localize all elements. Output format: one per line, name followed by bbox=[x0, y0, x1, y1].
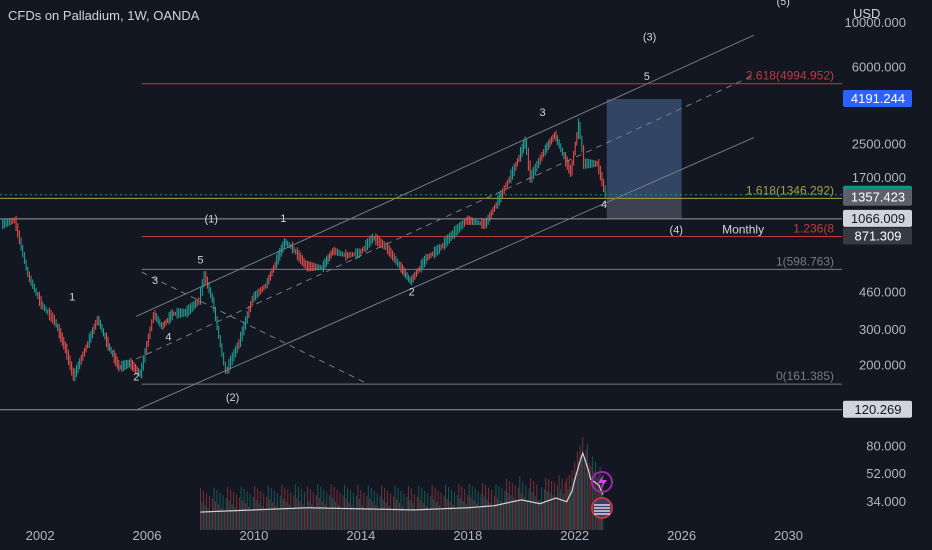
price-badge-label: 120.269 bbox=[855, 402, 902, 417]
wave-label: (1) bbox=[204, 214, 217, 226]
price-badge-label: 1357.423 bbox=[851, 190, 905, 205]
channel-line bbox=[136, 74, 754, 360]
volume-tick-label: 52.000 bbox=[866, 466, 906, 481]
lightning-icon-glyph bbox=[598, 474, 607, 490]
wave-label: 3 bbox=[152, 275, 158, 287]
wave-label: (5) bbox=[776, 0, 789, 8]
wave-label: 2 bbox=[409, 286, 415, 298]
channel-line bbox=[136, 137, 754, 411]
price-tick-label: 6000.000 bbox=[852, 60, 906, 75]
wave-label: 5 bbox=[197, 255, 203, 267]
price-badge bbox=[843, 90, 912, 108]
volume-tick-label: 80.000 bbox=[866, 438, 906, 453]
price-badge bbox=[843, 400, 912, 418]
wave-label: 2 bbox=[133, 372, 139, 384]
wave-label: 1 bbox=[280, 213, 286, 225]
fib-level-label: 2.618(4994.952) bbox=[746, 69, 834, 83]
time-tick-label: 2010 bbox=[239, 528, 268, 543]
fib-level-label: 0(161.385) bbox=[776, 369, 834, 383]
price-badge bbox=[843, 188, 912, 206]
price-badge-label: 4191.244 bbox=[851, 91, 905, 106]
wave-label: (2) bbox=[226, 392, 239, 404]
wave-label: 1 bbox=[69, 291, 75, 303]
price-badge-label: 1066.009 bbox=[851, 211, 905, 226]
wave-label: 3 bbox=[540, 107, 546, 119]
target-box-upper bbox=[606, 99, 682, 198]
time-tick-label: 2026 bbox=[667, 528, 696, 543]
price-tick-label: 10000.000 bbox=[845, 15, 906, 30]
chart-title: CFDs on Palladium, 1W, OANDA bbox=[8, 8, 200, 23]
channel-line bbox=[136, 34, 754, 317]
lightning-icon bbox=[591, 471, 613, 493]
price-tick-label: 1700.000 bbox=[852, 170, 906, 185]
fib-level-label: 1.236(8 bbox=[793, 222, 834, 236]
price-badge bbox=[843, 227, 912, 245]
fib-level-label: 1.618(1346.292) bbox=[746, 183, 834, 197]
price-tick-label: 460.000 bbox=[859, 284, 906, 299]
fib-level-label: 1(598.763) bbox=[776, 254, 834, 268]
time-tick-label: 2006 bbox=[133, 528, 162, 543]
price-tick-label: 200.000 bbox=[859, 357, 906, 372]
price-badge bbox=[843, 209, 912, 227]
volume-average-line bbox=[200, 451, 604, 513]
channel-line bbox=[141, 271, 367, 384]
wave-label: (4) bbox=[670, 225, 683, 237]
price-axis-currency-label: USD bbox=[853, 6, 880, 21]
price-tick-label: 2500.000 bbox=[852, 136, 906, 151]
wave-label: 4 bbox=[601, 199, 607, 211]
target-box-lower bbox=[606, 197, 682, 219]
price-tick-label: 300.000 bbox=[859, 322, 906, 337]
time-tick-label: 2018 bbox=[453, 528, 482, 543]
volume-tick-label: 34.000 bbox=[866, 494, 906, 509]
time-tick-label: 2022 bbox=[560, 528, 589, 543]
time-tick-label: 2002 bbox=[26, 528, 55, 543]
wave-label: (3) bbox=[643, 31, 656, 43]
wave-label: 5 bbox=[644, 71, 650, 83]
timeframe-label: Monthly bbox=[722, 223, 764, 237]
time-tick-label: 2030 bbox=[774, 528, 803, 543]
wave-label: 4 bbox=[165, 332, 171, 344]
price-badge-label: 871.309 bbox=[855, 229, 902, 244]
time-tick-label: 2014 bbox=[346, 528, 375, 543]
